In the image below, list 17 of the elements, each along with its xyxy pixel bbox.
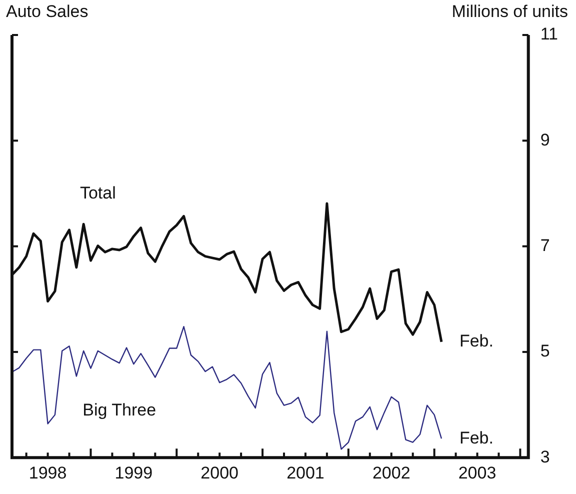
- chart-title: Auto Sales: [6, 2, 88, 22]
- y-tick-label: 5: [540, 342, 550, 361]
- y-axis-title: Millions of units: [452, 2, 568, 22]
- annotation: Feb.: [459, 332, 494, 351]
- y-tick-label: 11: [540, 24, 558, 44]
- y-tick-label: 9: [540, 130, 550, 150]
- series-label: Big Three: [82, 400, 156, 420]
- x-tick-label: 2003: [458, 463, 496, 482]
- x-tick-label: 1999: [114, 463, 153, 482]
- x-tick-label: 2000: [200, 463, 238, 482]
- annotation: Feb.: [459, 428, 494, 448]
- y-tick-label: 7: [540, 236, 550, 255]
- series-label: Total: [80, 183, 116, 202]
- x-tick-label: 2001: [286, 463, 324, 482]
- x-tick-label: 1998: [28, 463, 67, 482]
- y-tick-label: 3: [540, 447, 550, 466]
- x-tick-label: 2002: [372, 463, 410, 482]
